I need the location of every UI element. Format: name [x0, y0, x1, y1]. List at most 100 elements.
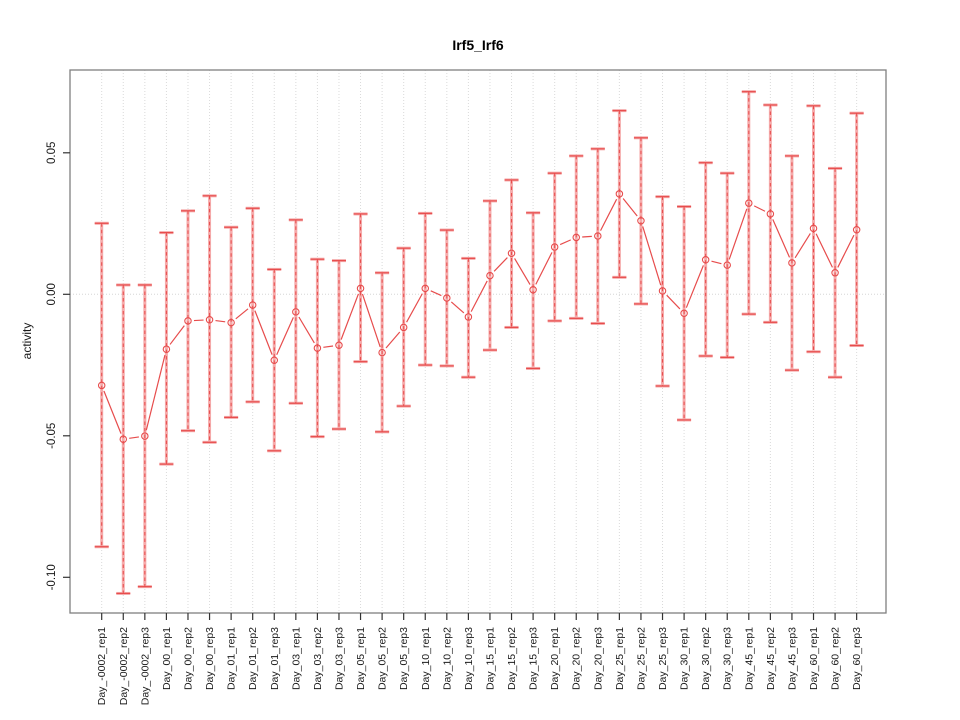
chart-title: Irf5_Irf6 — [452, 37, 504, 53]
data-point-marker — [831, 269, 839, 277]
error-bar — [547, 171, 562, 323]
series-segment — [535, 252, 553, 285]
data-point-marker — [680, 309, 688, 318]
error-bar — [741, 90, 756, 316]
data-point-marker — [292, 308, 300, 316]
plot-border — [69, 69, 887, 614]
error-bar — [159, 231, 174, 466]
x-tick-label: Day_01_rep2 — [247, 627, 259, 690]
x-tick-label: Day_10_rep1 — [420, 627, 432, 690]
data-point-marker — [313, 344, 322, 352]
error-bar — [655, 195, 670, 388]
gridlines-group — [101, 70, 858, 613]
error-bar — [396, 246, 411, 408]
x-tick-label: Day_15_rep3 — [528, 627, 540, 690]
data-point-marker — [637, 216, 645, 225]
data-point-marker — [97, 381, 106, 390]
error-bar — [612, 109, 627, 279]
error-bar — [677, 205, 692, 422]
x-tick-label: Day_20_rep3 — [592, 627, 604, 690]
data-point-marker — [852, 226, 861, 234]
x-tick-label: Day_05_rep1 — [355, 627, 367, 690]
error-bar — [461, 256, 476, 379]
x-tick-label: Day_05_rep2 — [377, 627, 389, 690]
series-segment — [815, 233, 833, 268]
x-tick-label: Day_-0002_rep2 — [118, 627, 130, 705]
error-bar — [180, 209, 195, 433]
series-line-group — [103, 198, 855, 439]
series-segment — [340, 293, 359, 340]
x-tick-label: Day_30_rep1 — [679, 627, 691, 690]
data-point-marker — [443, 294, 451, 302]
data-point-marker — [421, 284, 429, 293]
error-bar — [245, 206, 260, 404]
series-segment — [235, 308, 249, 320]
series-segment — [622, 198, 638, 217]
error-bar — [202, 194, 217, 444]
x-tick-label: Day_20_rep2 — [571, 627, 583, 690]
error-bars-group — [94, 90, 864, 595]
series-segment — [361, 293, 381, 348]
x-axis-group: Day_-0002_rep1 Day_-0002_rep2 Day_-0002_re… — [96, 613, 863, 705]
x-tick-label: Day_10_rep3 — [463, 627, 475, 690]
x-tick-label: Day_60_rep3 — [851, 627, 863, 690]
series-segment — [450, 301, 465, 314]
x-tick-label: Day_-0002_rep1 — [96, 627, 108, 705]
x-tick-label: Day_15_rep2 — [506, 627, 518, 690]
series-segment — [600, 198, 618, 231]
series-segment — [753, 205, 766, 212]
data-point-marker — [486, 271, 494, 280]
error-bar — [94, 221, 109, 549]
data-point-marker — [507, 249, 516, 258]
series-segment — [728, 208, 748, 260]
series-segment — [642, 226, 662, 286]
error-bar — [784, 154, 799, 372]
x-tick-label: Day_03_rep2 — [312, 627, 324, 690]
x-tick-label: Day_-0002_rep3 — [139, 627, 151, 705]
data-point-marker — [550, 243, 559, 251]
data-point-marker — [162, 345, 171, 353]
series-segment — [298, 316, 315, 344]
error-bar — [849, 111, 864, 348]
series-segment — [129, 436, 139, 439]
error-bar — [806, 104, 821, 354]
error-bar — [267, 267, 282, 453]
y-tick-label: -0.05 — [46, 423, 58, 449]
x-tick-label: Day_45_rep2 — [765, 627, 777, 690]
y-tick-label: -0.10 — [46, 564, 58, 590]
x-tick-label: Day_25_rep2 — [635, 627, 647, 690]
error-bar — [288, 218, 303, 405]
x-tick-label: Day_10_rep2 — [441, 627, 453, 690]
y-tick-label: 0.00 — [46, 283, 58, 305]
data-point-marker — [766, 210, 775, 218]
error-bar — [526, 211, 541, 370]
x-tick-label: Day_30_rep3 — [722, 627, 734, 690]
error-bar — [482, 199, 497, 352]
series-segment — [582, 235, 592, 238]
data-point-marker — [788, 259, 796, 267]
error-bar — [375, 271, 390, 434]
error-bar — [331, 259, 346, 431]
data-point-marker — [594, 232, 602, 240]
error-bar — [504, 178, 519, 329]
series-segment — [514, 258, 531, 285]
x-tick-label: Day_60_rep1 — [808, 627, 820, 690]
data-point-marker — [745, 199, 753, 207]
error-bar — [116, 283, 131, 595]
series-segment — [666, 294, 681, 310]
series-segment — [470, 280, 488, 312]
error-bar — [763, 103, 778, 324]
x-tick-label: Day_03_rep1 — [290, 627, 302, 690]
data-point-marker — [809, 224, 818, 233]
x-tick-label: Day_01_rep3 — [269, 627, 281, 690]
series-segment — [406, 293, 423, 323]
data-point-marker — [399, 323, 408, 332]
x-tick-label: Day_00_rep3 — [204, 627, 216, 690]
error-bar — [828, 166, 843, 379]
data-point-marker — [227, 318, 235, 327]
x-tick-label: Day_00_rep1 — [161, 627, 173, 690]
data-point-marker — [184, 317, 192, 325]
x-tick-label: Day_15_rep1 — [484, 627, 496, 690]
series-segment — [385, 331, 401, 349]
